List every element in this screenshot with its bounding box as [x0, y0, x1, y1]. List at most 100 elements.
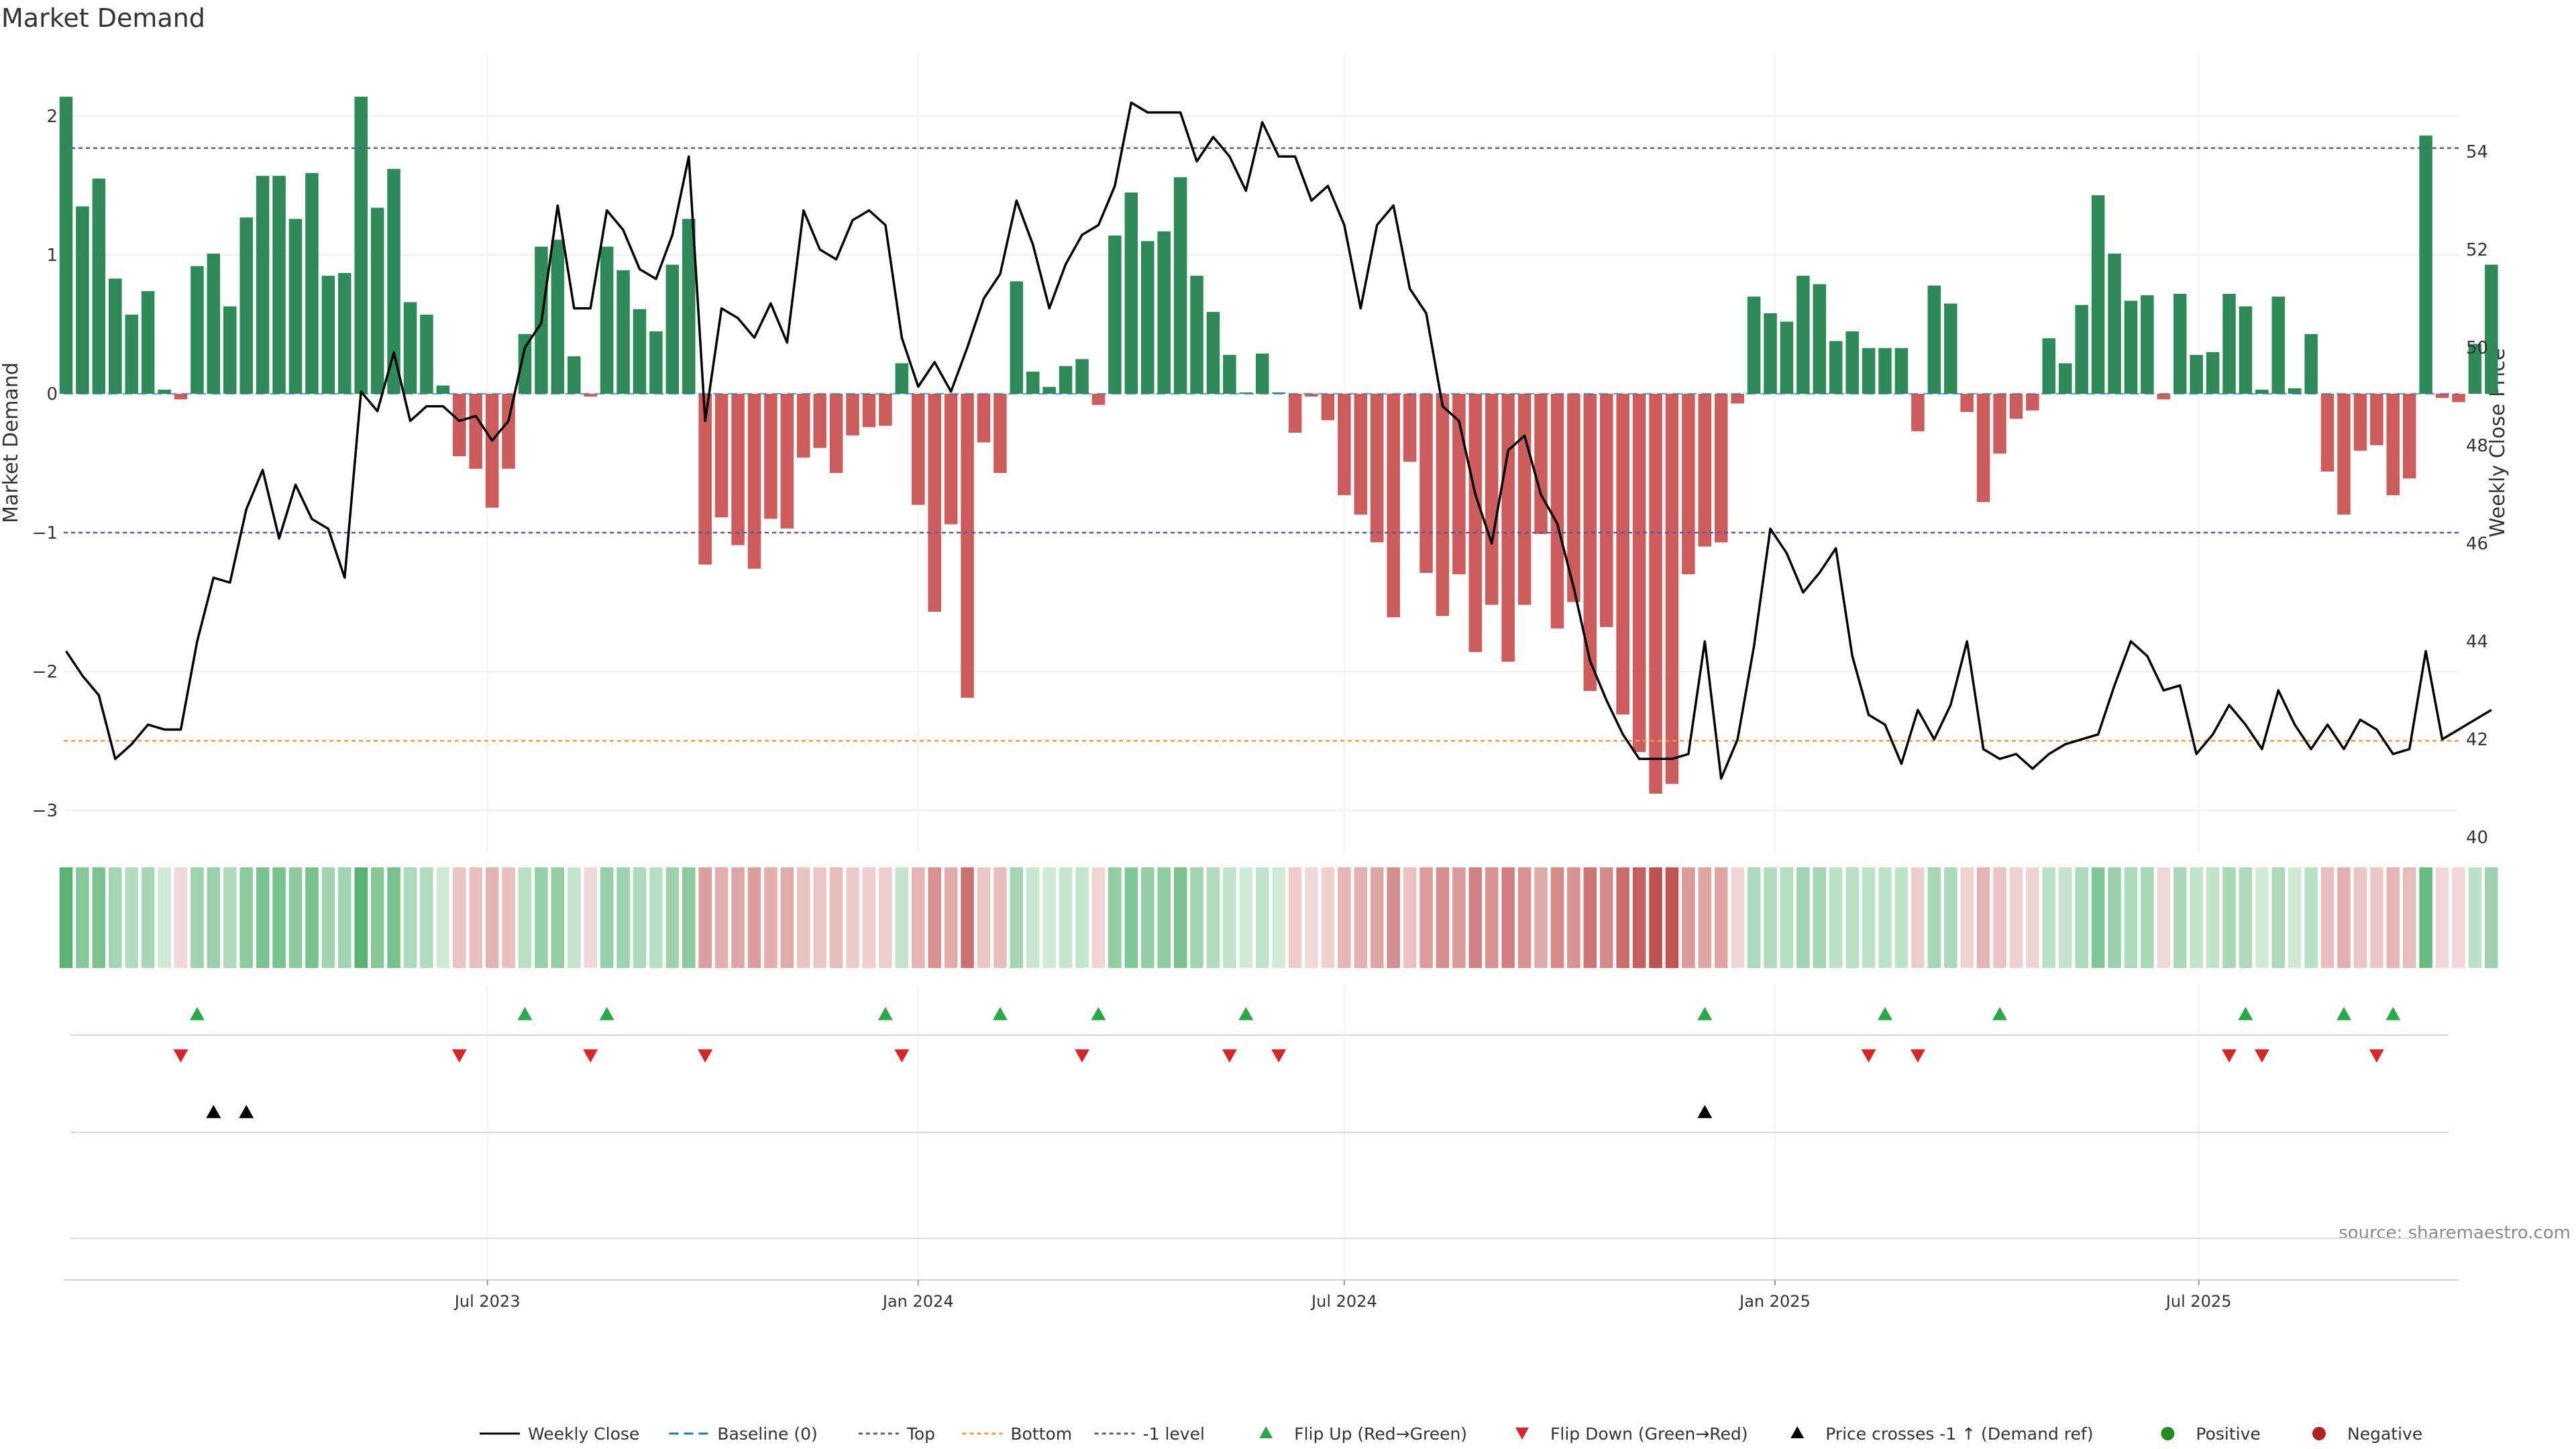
flip-down-marker: [698, 1049, 713, 1063]
heat-cell: [1223, 867, 1236, 968]
price-line: [65, 101, 2492, 780]
heat-cell: [1288, 867, 1302, 968]
heat-cell: [174, 867, 188, 968]
chart-title: Market Demand: [1, 3, 205, 33]
heat-cell: [191, 867, 204, 968]
x-tick-label: Jan 2025: [1738, 1292, 1811, 1311]
demand-bar: [141, 290, 155, 394]
demand-bar: [1698, 394, 1712, 547]
y-tick-label-left: 1: [46, 246, 58, 266]
demand-bar: [780, 394, 794, 529]
heat-cell: [2239, 867, 2253, 968]
legend: Weekly Close Baseline (0) Top Bottom -1 leve…: [480, 1424, 2422, 1444]
heat-cell: [1157, 867, 1171, 968]
demand-bar: [387, 168, 400, 394]
heat-cell: [862, 867, 876, 968]
heat-cell: [2468, 867, 2482, 968]
demand-bar: [1960, 394, 1974, 412]
heat-cell: [1780, 867, 1794, 968]
y-tick-label-left: −2: [32, 662, 58, 682]
demand-bar: [403, 302, 417, 394]
flip-down-marker: [894, 1049, 910, 1063]
heat-cell: [813, 867, 826, 968]
demand-bar: [305, 172, 319, 394]
demand-bar: [731, 394, 745, 545]
heat-cell: [2206, 867, 2220, 968]
heat-cell: [2009, 867, 2023, 968]
flip-down-marker: [1075, 1049, 1090, 1063]
demand-bar: [2288, 388, 2302, 394]
flip-up-marker: [1697, 1007, 1713, 1020]
legend-label: Flip Down (Green→Red): [1550, 1424, 1748, 1444]
heat-cell: [2058, 867, 2072, 968]
demand-bar: [469, 394, 482, 469]
legend-item-baseline: Baseline (0): [669, 1424, 818, 1444]
heat-cell: [764, 867, 777, 968]
heat-cell: [961, 867, 974, 968]
demand-bar: [436, 385, 450, 394]
heat-cell: [1796, 867, 1810, 968]
heat-cell: [2386, 867, 2400, 968]
legend-item-flip_up: Flip Up (Red→Green): [1259, 1424, 1467, 1444]
demand-bar: [895, 363, 909, 394]
heat-cell: [1993, 867, 2006, 968]
demand-bar: [2239, 306, 2253, 394]
flip-up-marker: [992, 1007, 1008, 1020]
demand-bar: [191, 266, 204, 394]
heat-cell: [1468, 867, 1483, 968]
heat-cell: [1943, 867, 1957, 968]
price-cross-marker: [239, 1105, 254, 1118]
heat-cell: [436, 867, 450, 968]
demand-bar: [862, 394, 876, 427]
demand-bar: [1370, 394, 1384, 543]
heat-cell: [600, 867, 614, 968]
demand-bar: [1616, 394, 1629, 715]
heat-cell: [1026, 867, 1040, 968]
heat-cell: [1190, 867, 1203, 968]
demand-bar: [2271, 297, 2286, 394]
demand-bar: [1206, 311, 1220, 394]
price-cross-marker: [1697, 1105, 1713, 1118]
heat-cell: [895, 867, 909, 968]
heat-cell: [535, 867, 548, 968]
demand-bar: [2157, 394, 2171, 400]
heat-cell: [1140, 867, 1155, 968]
demand-bar: [1387, 394, 1400, 618]
demand-bar: [1059, 366, 1073, 394]
demand-bar: [665, 264, 680, 394]
demand-bar: [1780, 321, 1794, 394]
heat-cell: [1124, 867, 1138, 968]
heat-cell: [1534, 867, 1548, 968]
demand-bar: [1550, 394, 1564, 629]
legend-symbol: [2312, 1427, 2326, 1440]
heat-cell: [665, 867, 680, 968]
heat-cell: [2353, 867, 2367, 968]
legend-item-bottom: Bottom: [962, 1424, 1072, 1444]
y-tick-label-left: 2: [46, 107, 58, 127]
demand-bar: [1255, 354, 1269, 394]
flip-up-marker: [2337, 1007, 2352, 1020]
heat-cell: [1731, 867, 1744, 968]
reference-lines: [64, 147, 2459, 742]
demand-bar: [879, 394, 892, 426]
demand-bar: [961, 394, 974, 698]
heat-cell: [829, 867, 843, 968]
flip-down-marker: [2222, 1049, 2237, 1063]
legend-item-price: Weekly Close: [480, 1424, 639, 1444]
demand-bar: [551, 239, 565, 394]
heat-cell: [1010, 867, 1024, 968]
demand-bar: [321, 276, 335, 394]
demand-bar: [1190, 276, 1203, 394]
heat-cell: [1845, 867, 1859, 968]
heat-cell: [2255, 867, 2269, 968]
flip-down-marker: [583, 1049, 598, 1063]
legend-symbol: [1790, 1426, 1805, 1438]
legend-label: Negative: [2347, 1424, 2422, 1444]
heat-cell: [2141, 867, 2154, 968]
demand-bar: [256, 176, 270, 394]
demand-bar: [2009, 394, 2023, 419]
heat-cell: [1698, 867, 1712, 968]
heat-cell: [633, 867, 647, 968]
heat-cell: [1091, 867, 1106, 968]
heat-cell: [714, 867, 729, 968]
